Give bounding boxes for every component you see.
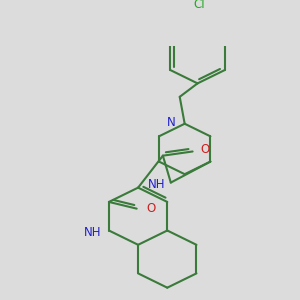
Text: O: O [201, 143, 210, 156]
Text: O: O [146, 202, 155, 215]
Text: Cl: Cl [194, 0, 205, 11]
Text: NH: NH [148, 178, 166, 191]
Text: N: N [167, 116, 175, 129]
Text: NH: NH [84, 226, 102, 239]
